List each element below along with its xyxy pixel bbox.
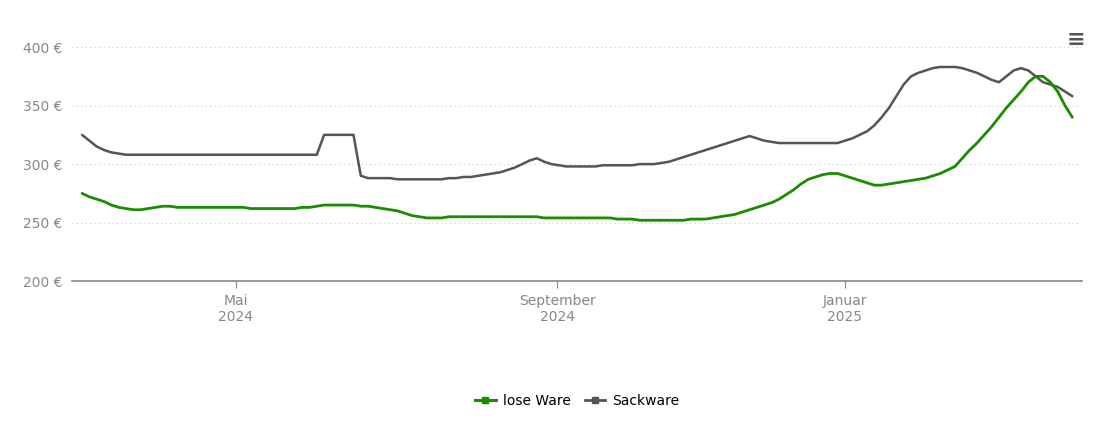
Legend: lose Ware, Sackware: lose Ware, Sackware <box>470 389 685 414</box>
Text: ≡: ≡ <box>1067 30 1086 49</box>
